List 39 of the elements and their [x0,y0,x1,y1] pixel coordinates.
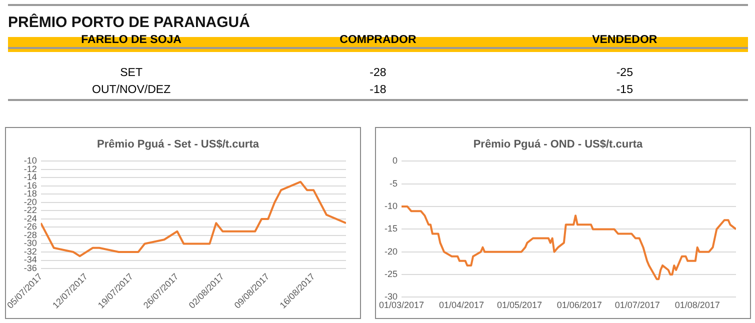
text: PRÊMIO PORTO DE PARANAGUÁ [8,4,748,33]
text: FARELO DE SOJA [80,33,182,48]
x-tick-label: 01/06/2017 [556,300,602,310]
y-tick-label: -20 [384,246,398,256]
chart-title: Prêmio Pguá - OND - US$/t.curta [473,138,644,151]
y-tick-label: -36 [24,262,37,273]
y-tick-label: 0 [392,156,398,166]
x-tick-label: 01/04/2017 [438,300,484,310]
x-tick-label: 01/08/2017 [674,300,720,310]
data-label: -18 [368,83,388,98]
y-tick-label: -10 [24,156,37,166]
y-tick-label: -12 [24,164,37,174]
y-tick-label: -14 [24,172,37,182]
y-tick-label: -32 [24,246,37,256]
y-tick-label: -10 [384,201,398,212]
y-tick-label: -30 [384,292,398,302]
y-tick-label: -20 [24,196,37,207]
y-tick-label: -28 [24,230,37,240]
data-label: -25 [615,66,634,81]
chart-title: Prêmio Pguá - Set - US$/t.curta [97,138,260,151]
y-tick-label: -25 [384,269,398,280]
y-tick-label: -22 [24,205,37,216]
data-label: -28 [368,66,388,81]
y-tick-label: -26 [24,222,37,232]
y-tick-label: -30 [24,238,37,248]
y-tick-label: -34 [24,254,37,265]
category-label: OUT/NOV/DEZ [91,83,172,98]
x-tick-label: 01/07/2017 [614,300,660,310]
y-tick-label: -24 [24,213,37,224]
y-tick-label: -16 [24,180,37,190]
category-label: SET [119,66,144,81]
y-tick-label: -15 [384,224,398,234]
x-tick-label: 01/03/2017 [379,300,424,310]
text: VENDEDOR [591,33,658,48]
text: COMPRADOR [338,33,418,48]
x-tick-label: 01/05/2017 [496,300,542,310]
data-label: -15 [615,83,634,98]
y-tick-label: -5 [390,178,398,188]
y-tick-label: -18 [24,188,37,199]
